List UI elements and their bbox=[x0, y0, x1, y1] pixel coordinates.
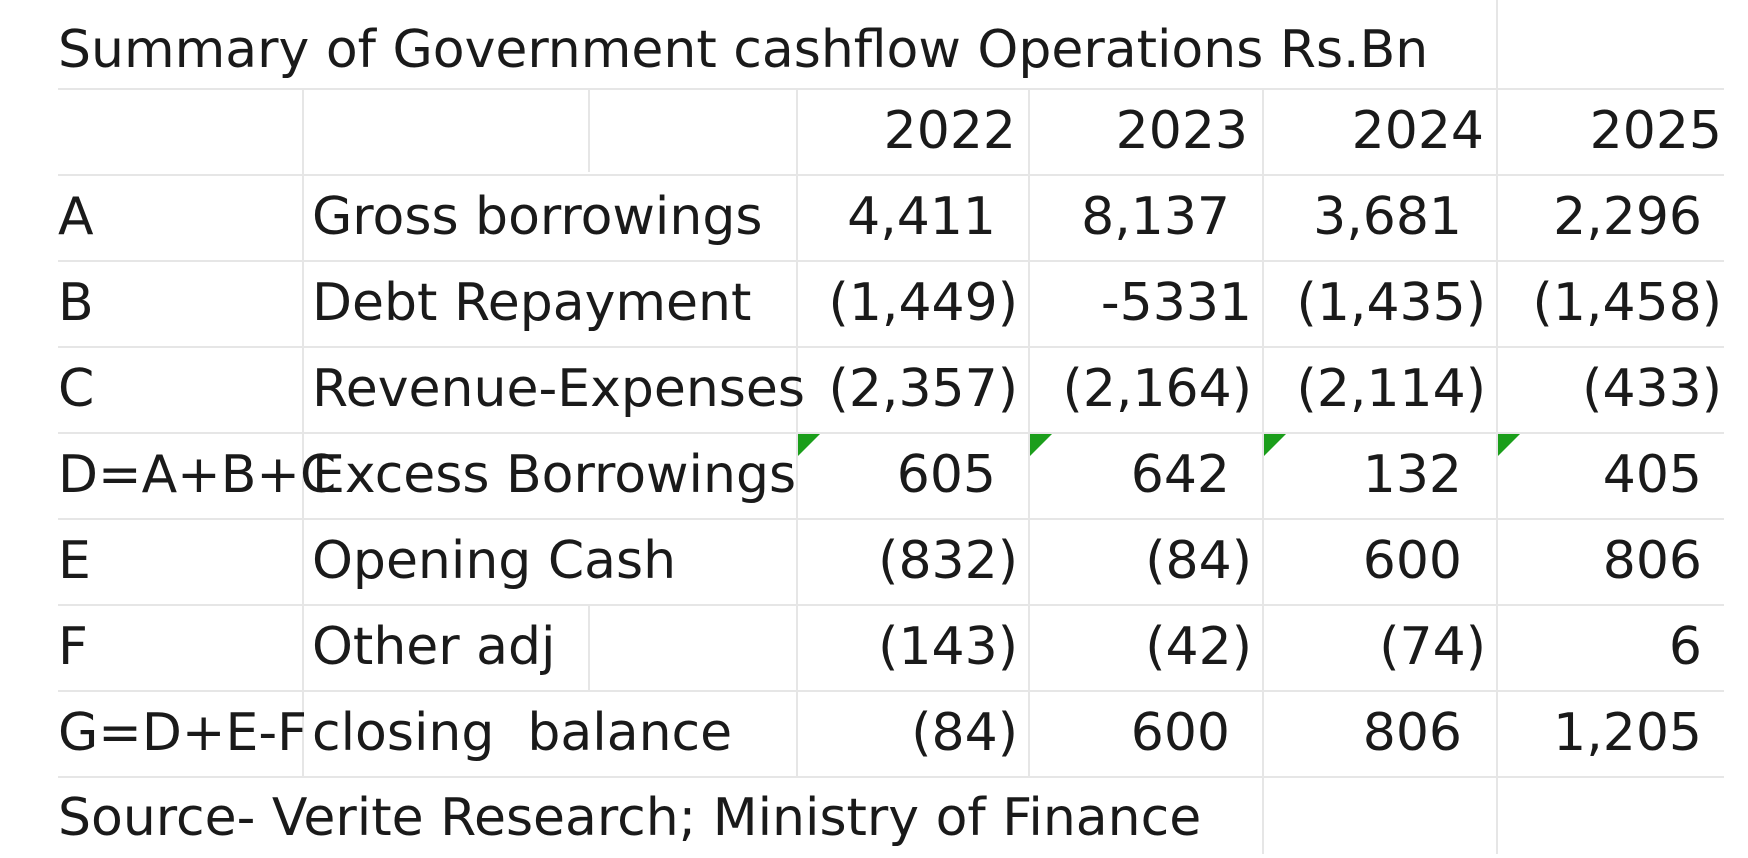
row-code: A bbox=[58, 187, 94, 247]
row-code: B bbox=[58, 273, 94, 333]
table-cell: (433) bbox=[1582, 359, 1722, 419]
table-cell: (2,164) bbox=[1062, 359, 1252, 419]
table-cell: 405 bbox=[1602, 445, 1702, 505]
error-indicator-icon bbox=[1264, 434, 1286, 456]
gridline bbox=[58, 604, 1724, 606]
year-header: 2025 bbox=[1589, 101, 1722, 161]
error-indicator-icon bbox=[1498, 434, 1520, 456]
row-code: G=D+E-F bbox=[58, 703, 308, 763]
table-cell: 3,681 bbox=[1313, 187, 1462, 247]
table-cell: (2,114) bbox=[1296, 359, 1486, 419]
table-cell: 2,296 bbox=[1553, 187, 1702, 247]
table-cell: 806 bbox=[1602, 531, 1702, 591]
gridline bbox=[58, 518, 1724, 520]
row-code: D=A+B+C bbox=[58, 445, 337, 505]
table-cell: 6 bbox=[1668, 617, 1702, 677]
table-cell: 600 bbox=[1362, 531, 1462, 591]
table-cell: 132 bbox=[1362, 445, 1462, 505]
table-cell: 8,137 bbox=[1081, 187, 1230, 247]
gridline bbox=[588, 606, 590, 690]
table-cell: (1,435) bbox=[1296, 273, 1486, 333]
table-cell: (42) bbox=[1145, 617, 1252, 677]
row-label: Revenue-Expenses bbox=[312, 359, 805, 419]
row-label: Debt Repayment bbox=[312, 273, 752, 333]
gridline bbox=[58, 174, 1724, 176]
table-cell: (1,458) bbox=[1532, 273, 1722, 333]
gridline bbox=[58, 346, 1724, 348]
table-cell: 600 bbox=[1130, 703, 1230, 763]
table-cell: (143) bbox=[878, 617, 1018, 677]
row-label: Opening Cash bbox=[312, 531, 677, 591]
table-cell: (1,449) bbox=[828, 273, 1018, 333]
table-cell: (84) bbox=[1145, 531, 1252, 591]
row-label: Excess Borrowings bbox=[312, 445, 797, 505]
table-cell: 605 bbox=[896, 445, 996, 505]
year-header: 2022 bbox=[883, 101, 1016, 161]
row-code: E bbox=[58, 531, 91, 591]
gridline bbox=[58, 260, 1724, 262]
row-label: Other adj bbox=[312, 617, 556, 677]
gridline bbox=[1262, 88, 1264, 854]
gridline bbox=[1496, 0, 1498, 854]
year-header: 2023 bbox=[1115, 101, 1248, 161]
row-code: F bbox=[58, 617, 88, 677]
row-label: Gross borrowings bbox=[312, 187, 763, 247]
gridline bbox=[58, 88, 1724, 90]
table-cell: 806 bbox=[1362, 703, 1462, 763]
row-label: closing balance bbox=[312, 703, 733, 763]
gridline bbox=[58, 432, 1724, 434]
table-cell: (832) bbox=[878, 531, 1018, 591]
table-cell: -5331 bbox=[1100, 273, 1252, 333]
year-header: 2024 bbox=[1351, 101, 1484, 161]
row-code: C bbox=[58, 359, 95, 419]
error-indicator-icon bbox=[798, 434, 820, 456]
table-cell: (2,357) bbox=[828, 359, 1018, 419]
table-cell: 1,205 bbox=[1553, 703, 1702, 763]
table-title: Summary of Government cashflow Operation… bbox=[58, 20, 1429, 80]
table-cell: (84) bbox=[911, 703, 1018, 763]
gridline bbox=[58, 776, 1724, 778]
source-note: Source- Verite Research; Ministry of Fin… bbox=[58, 788, 1202, 848]
table-cell: 642 bbox=[1130, 445, 1230, 505]
table-cell: 4,411 bbox=[847, 187, 996, 247]
error-indicator-icon bbox=[1030, 434, 1052, 456]
gridline bbox=[58, 690, 1724, 692]
table-cell: (74) bbox=[1379, 617, 1486, 677]
gridline bbox=[588, 88, 590, 172]
